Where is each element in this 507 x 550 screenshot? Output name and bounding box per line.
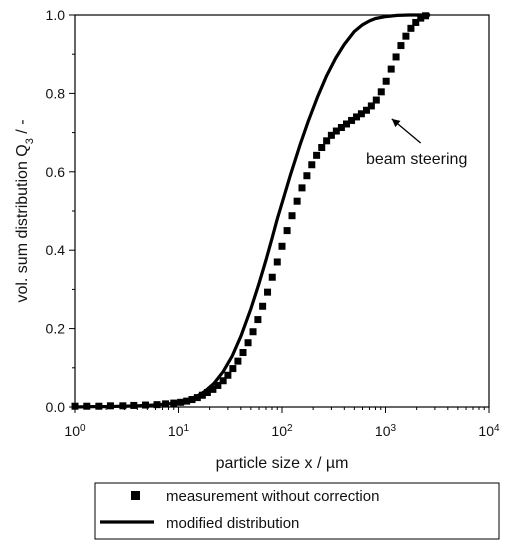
data-point-measurement (259, 302, 267, 310)
legend: measurement without correction modified … (94, 482, 500, 540)
y-tick-label: 0.2 (46, 321, 66, 337)
data-point-measurement (367, 102, 375, 110)
data-point-measurement (387, 65, 395, 73)
data-point-measurement (293, 197, 301, 205)
data-point-measurement (224, 371, 232, 379)
data-point-measurement (177, 398, 185, 406)
data-point-measurement (162, 400, 170, 408)
data-point-measurement (264, 288, 272, 296)
x-tick-label: 100 (64, 423, 86, 440)
data-point-measurement (407, 24, 415, 32)
data-point-measurement (323, 137, 331, 145)
data-point-measurement (239, 349, 247, 357)
data-point-measurement (343, 120, 351, 128)
data-point-measurement (268, 273, 276, 281)
data-point-measurement (198, 391, 206, 399)
series-layer (71, 12, 431, 410)
data-point-measurement (332, 127, 340, 135)
data-point-measurement (303, 172, 311, 180)
data-point-measurement (153, 401, 161, 409)
y-axis-title: vol. sum distribution Q3 / - (14, 119, 36, 302)
y-tick-label: 0.6 (46, 164, 66, 180)
data-point-measurement (249, 328, 257, 336)
x-tick-label: 101 (168, 423, 190, 440)
data-point-measurement (327, 131, 335, 139)
legend-label-modified: modified distribution (166, 515, 299, 532)
data-point-measurement (283, 227, 291, 235)
data-point-measurement (203, 388, 211, 396)
data-point-measurement (183, 397, 191, 405)
annotation: beam steering (366, 118, 467, 168)
data-point-measurement (422, 12, 430, 20)
data-point-measurement (95, 402, 103, 410)
data-point-measurement (318, 143, 326, 151)
legend-label-measurement: measurement without correction (166, 488, 379, 505)
y-tick-label: 0.8 (46, 85, 66, 101)
series-line-modified-distribution (74, 13, 431, 409)
data-point-measurement (170, 399, 178, 407)
x-tick-label: 102 (271, 423, 293, 440)
annotation-arrowhead (391, 118, 401, 128)
x-tick-label: 104 (478, 423, 500, 440)
data-point-measurement (214, 381, 222, 389)
y-tick-label: 0.4 (46, 242, 66, 258)
data-point-measurement (412, 18, 420, 26)
data-point-measurement (278, 242, 286, 250)
data-point-measurement (142, 401, 150, 409)
data-point-measurement (188, 396, 196, 404)
x-axis-title: particle size x / µm (216, 455, 349, 472)
y-axis-title-main: vol. sum distribution Q (14, 144, 31, 302)
data-point-measurement (357, 110, 365, 118)
data-point-measurement (402, 32, 410, 40)
y-axis-title-suffix: / - (14, 119, 31, 138)
data-point-measurement (348, 116, 356, 124)
data-point-measurement (234, 357, 242, 365)
data-point-measurement (308, 161, 316, 169)
data-point-measurement (313, 151, 321, 159)
data-point-measurement (372, 96, 380, 104)
plot-frame (74, 14, 490, 408)
y-tick-label: 1.0 (46, 7, 66, 23)
annotation-label: beam steering (366, 151, 467, 168)
data-point-measurement (209, 385, 217, 393)
data-point-measurement (219, 377, 227, 385)
data-point-measurement (397, 42, 405, 50)
data-point-measurement (273, 258, 281, 266)
data-point-measurement (288, 212, 296, 220)
y-tick-label: 0.0 (46, 399, 66, 415)
data-point-measurement (229, 365, 237, 373)
data-point-measurement (298, 184, 306, 192)
data-point-measurement (417, 14, 425, 22)
data-point-measurement (193, 394, 201, 402)
data-point-measurement (119, 402, 127, 410)
data-point-measurement (362, 106, 370, 114)
data-point-measurement (83, 402, 91, 410)
data-point-measurement (244, 339, 252, 347)
data-point-measurement (392, 53, 400, 61)
x-tick-label: 103 (375, 423, 397, 440)
data-point-measurement (106, 402, 114, 410)
data-point-measurement (254, 316, 262, 324)
data-point-measurement (130, 401, 138, 409)
data-point-measurement (377, 88, 385, 96)
data-point-measurement (382, 77, 390, 85)
data-point-measurement (353, 113, 361, 121)
y-axis-title-subscript: 3 (24, 138, 36, 144)
data-point-measurement (337, 124, 345, 132)
legend-marker-square (131, 491, 140, 500)
axes-layer: 100 101 102 103 104 0.0 0.2 0.4 0.6 0.8 1.0 (46, 7, 500, 439)
legend-box (94, 482, 500, 540)
